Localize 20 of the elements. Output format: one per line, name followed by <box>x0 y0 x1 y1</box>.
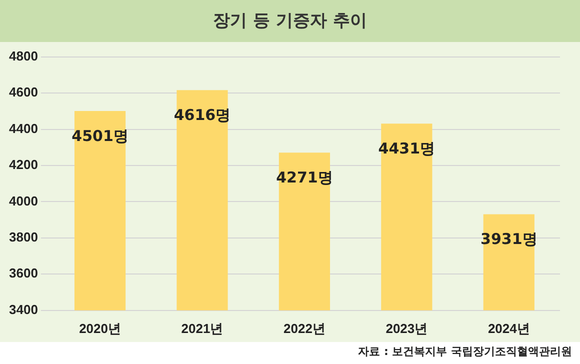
y-tick-label: 4200 <box>9 157 38 172</box>
chart-title: 장기 등 기증자 추이 <box>0 0 580 42</box>
x-tick-label: 2023년 <box>386 320 428 336</box>
y-tick-label: 4600 <box>9 84 38 100</box>
x-tick-label: 2021년 <box>181 320 224 336</box>
y-tick-label: 4400 <box>9 120 38 136</box>
x-tick-label: 2020년 <box>79 320 121 336</box>
x-tick-label: 2024년 <box>488 320 530 336</box>
data-label: 4271명 <box>276 168 333 187</box>
y-tick-label: 4800 <box>9 48 38 64</box>
x-tick-label: 2022년 <box>284 320 326 336</box>
data-label: 4431명 <box>378 140 436 158</box>
y-tick-label: 3400 <box>9 302 38 317</box>
y-tick-label: 3800 <box>9 230 38 245</box>
data-label: 4501명 <box>72 126 128 145</box>
text: 자료 : 보건복지부 국립장기조직혈액관리원 <box>358 344 572 359</box>
data-label: 3931명 <box>480 230 538 248</box>
y-tick-label: 4000 <box>9 193 38 208</box>
data-label: 4616명 <box>174 106 231 124</box>
y-tick-label: 3600 <box>9 266 38 281</box>
